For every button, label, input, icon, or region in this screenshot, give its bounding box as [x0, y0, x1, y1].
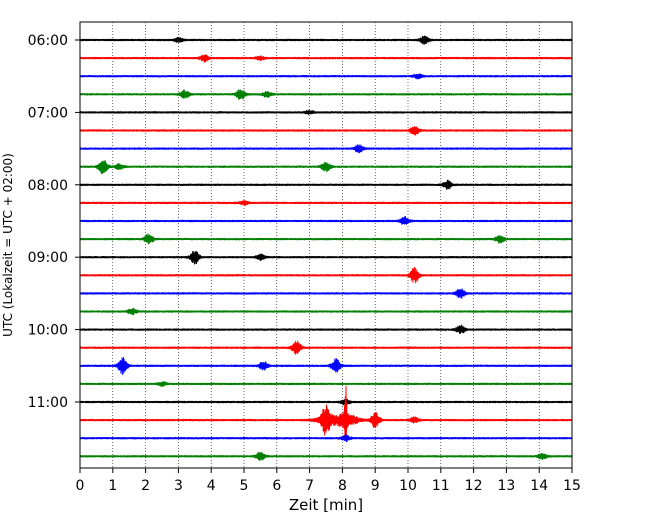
seismic-trace [79, 35, 573, 45]
seismic-trace [79, 53, 573, 63]
vertical-grid [112, 22, 540, 468]
x-tick-label: 8 [338, 478, 347, 494]
seismic-trace [79, 73, 573, 80]
x-tick-label: 12 [465, 478, 483, 494]
seismic-trace [79, 307, 573, 316]
seismic-trace [79, 199, 573, 206]
seismic-trace [79, 398, 573, 406]
x-tick-label: 2 [141, 478, 150, 494]
y-tick-label: 07:00 [28, 105, 68, 121]
x-axis-label: Zeit [min] [289, 496, 363, 514]
y-axis-label: UTC (Lokalzeit = UTC + 02:00) [1, 153, 15, 337]
seismic-trace [79, 233, 573, 245]
x-tick-label: 14 [530, 478, 548, 494]
x-tick-label: 6 [272, 478, 281, 494]
seismic-trace [79, 89, 573, 100]
plot-background [80, 22, 572, 468]
seismic-trace [79, 340, 573, 355]
seismic-trace [79, 266, 573, 284]
y-tick-label: 10:00 [28, 323, 68, 339]
y-tick-label: 09:00 [28, 250, 68, 266]
seismic-trace [79, 451, 573, 461]
y-tick-label: 06:00 [28, 33, 68, 49]
seismic-trace [79, 144, 573, 154]
x-tick-label: 1 [108, 478, 117, 494]
x-tick-label: 11 [432, 478, 450, 494]
seismic-trace [79, 126, 573, 136]
seismic-trace [79, 179, 573, 190]
y-tick-label: 08:00 [28, 178, 68, 194]
seismic-trace [79, 356, 573, 375]
seismic-trace [79, 216, 573, 225]
plot-frame [79, 21, 573, 469]
x-tick-label: 4 [207, 478, 216, 494]
seismic-trace [79, 434, 573, 443]
x-tick-label: 5 [240, 478, 249, 494]
x-axis-ticks: 0 1 2 3 4 5 6 7 8 9 10 11 12 13 14 15 [76, 468, 581, 494]
x-tick-label: 15 [563, 478, 581, 494]
x-tick-label: 13 [497, 478, 515, 494]
x-tick-label: 3 [174, 478, 183, 494]
seismic-traces [79, 35, 573, 461]
seismic-trace [79, 159, 573, 175]
x-tick-label: 7 [305, 478, 314, 494]
seismic-trace [79, 381, 573, 387]
x-tick-label: 10 [399, 478, 417, 494]
y-tick-label: 11:00 [28, 395, 68, 411]
x-tick-label: 0 [76, 478, 85, 494]
seismic-trace [79, 385, 573, 440]
seismic-trace [79, 250, 573, 265]
y-axis-ticks: 06:00 07:00 08:00 09:00 10:00 11:00 [28, 33, 80, 411]
seismic-trace [79, 324, 573, 335]
x-tick-label: 9 [371, 478, 380, 494]
seismic-trace [79, 288, 573, 299]
seismic-trace [79, 109, 573, 115]
